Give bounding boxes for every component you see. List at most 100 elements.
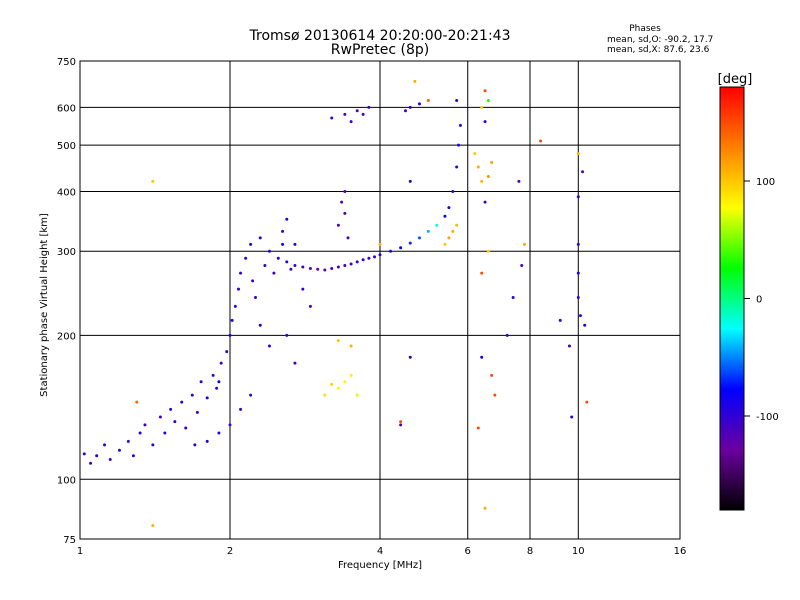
data-point: [581, 170, 585, 174]
data-point: [451, 189, 455, 193]
data-point: [143, 423, 147, 427]
x-tick-label: 10: [572, 546, 585, 557]
data-point: [455, 165, 459, 169]
data-point: [151, 443, 155, 447]
y-tick-label: 75: [63, 535, 76, 546]
data-point: [285, 260, 289, 264]
data-point: [308, 304, 312, 308]
data-point: [336, 386, 340, 390]
data-point: [82, 452, 86, 456]
data-point: [355, 393, 359, 397]
data-point: [558, 318, 562, 322]
data-point: [585, 400, 589, 404]
data-point: [330, 382, 334, 386]
data-point: [249, 242, 253, 246]
data-point: [408, 241, 412, 245]
data-point: [576, 296, 580, 300]
colorbar-tick-label: -100: [756, 412, 779, 423]
data-point: [480, 105, 484, 109]
data-point: [195, 410, 199, 414]
y-tick-label: 600: [57, 103, 76, 114]
data-point: [523, 242, 527, 246]
data-point: [131, 454, 135, 458]
data-point: [570, 415, 574, 419]
data-point: [511, 296, 515, 300]
data-point: [486, 174, 490, 178]
data-point: [435, 223, 439, 227]
data-point: [576, 271, 580, 275]
data-point: [244, 256, 248, 260]
data-point: [483, 89, 487, 93]
data-point: [343, 189, 347, 193]
data-point: [399, 246, 403, 250]
data-point: [367, 256, 371, 260]
data-point: [349, 373, 353, 377]
data-point: [135, 400, 139, 404]
data-point: [323, 268, 327, 272]
data-point: [225, 350, 229, 354]
data-point: [217, 380, 221, 384]
data-point: [205, 396, 209, 400]
data-point: [239, 271, 243, 275]
data-point: [476, 165, 480, 169]
data-point: [343, 264, 347, 268]
data-point: [117, 448, 121, 452]
data-point: [480, 179, 484, 183]
data-point: [323, 393, 327, 397]
data-point: [355, 109, 359, 113]
phases-title: Phases: [629, 24, 661, 34]
data-point: [480, 271, 484, 275]
data-point: [163, 431, 167, 435]
data-point: [263, 264, 267, 268]
data-point: [349, 344, 353, 348]
x-tick-label: 2: [227, 546, 233, 557]
data-point: [349, 262, 353, 266]
data-point: [301, 287, 305, 291]
data-point: [108, 457, 112, 461]
data-point: [228, 423, 232, 427]
data-point: [193, 443, 197, 447]
data-point: [346, 236, 350, 240]
data-point: [517, 179, 521, 183]
data-point: [483, 120, 487, 124]
data-point: [378, 253, 382, 257]
data-point: [301, 265, 305, 269]
x-tick-label: 16: [674, 546, 687, 557]
data-point: [408, 355, 412, 359]
chart-title: Tromsø 20130614 20:20:00-20:21:43: [249, 28, 511, 44]
data-point: [95, 454, 99, 458]
data-point: [567, 344, 571, 348]
data-points: [82, 79, 589, 528]
data-point: [285, 333, 289, 337]
data-point: [219, 361, 223, 365]
data-point: [169, 407, 173, 411]
y-tick-label: 100: [57, 475, 76, 486]
data-point: [190, 393, 194, 397]
data-point: [457, 143, 461, 147]
data-point: [289, 267, 293, 271]
data-point: [480, 355, 484, 359]
axis-ticks: 1 2 4 6 8 10 16 75 100 200 300 400 500 600 750: [57, 57, 686, 557]
data-point: [403, 109, 407, 113]
x-axis-label: Frequency [MHz]: [338, 560, 422, 571]
data-point: [576, 242, 580, 246]
data-point: [230, 318, 234, 322]
data-point: [458, 123, 462, 127]
y-axis-label: Stationary phase Virtual Height [km]: [39, 213, 50, 397]
data-point: [486, 99, 490, 103]
data-point: [173, 420, 177, 424]
data-point: [378, 242, 382, 246]
data-point: [539, 139, 543, 143]
data-point: [138, 431, 142, 435]
data-point: [158, 415, 162, 419]
data-point: [413, 79, 417, 83]
data-point: [267, 249, 271, 253]
data-point: [215, 386, 219, 390]
data-point: [211, 373, 215, 377]
data-point: [276, 256, 280, 260]
data-point: [330, 267, 334, 271]
data-point: [126, 439, 130, 443]
data-point: [447, 206, 451, 210]
data-point: [285, 217, 289, 221]
